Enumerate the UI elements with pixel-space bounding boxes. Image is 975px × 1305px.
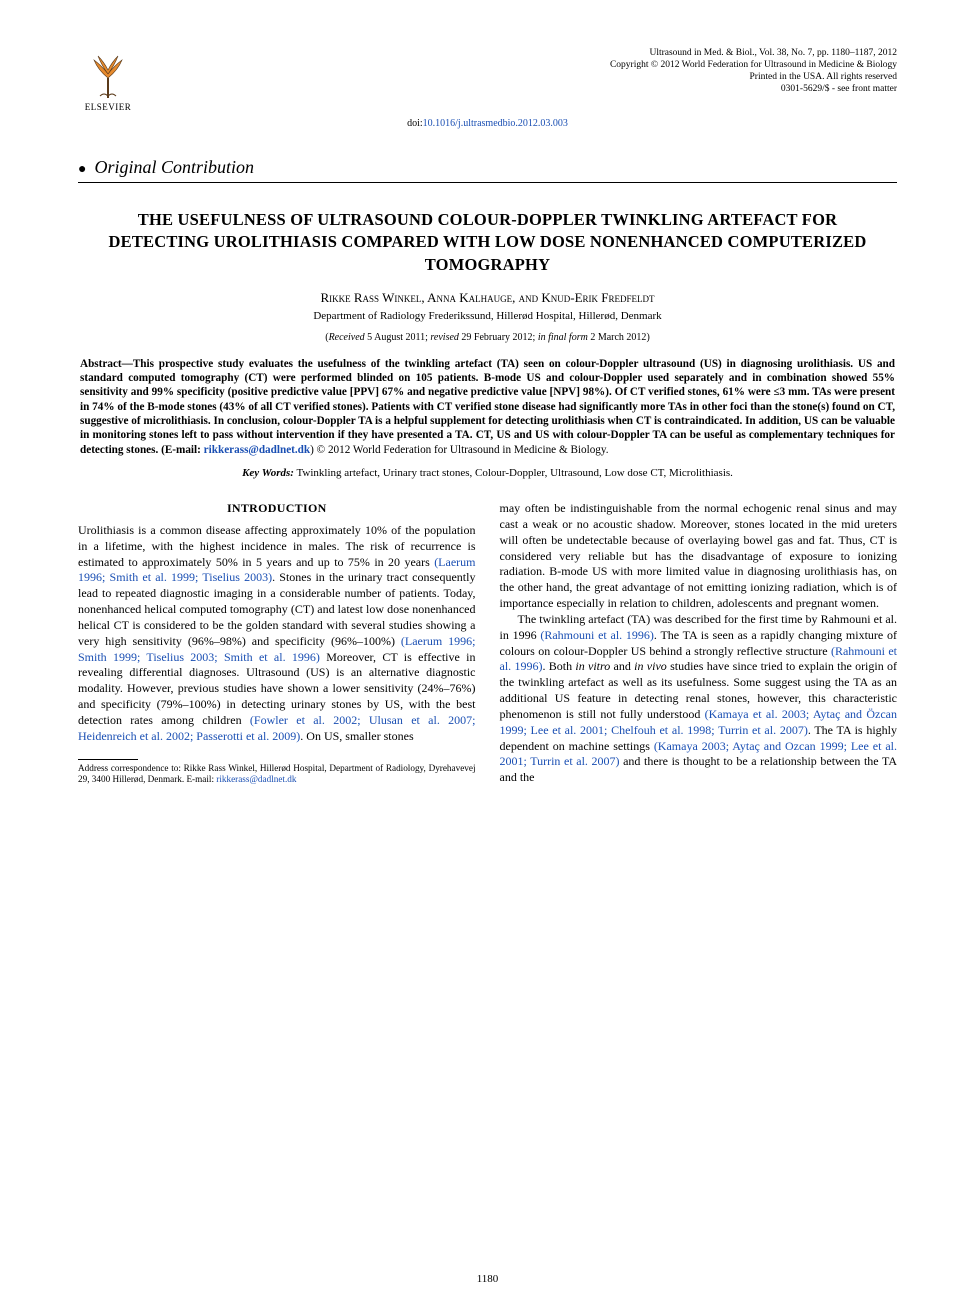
abstract-body: This prospective study evaluates the use… [80,358,895,456]
keywords-text: Twinkling artefact, Urinary tract stones… [294,467,733,479]
received-date: 5 August 2011 [367,332,425,343]
keywords-label: Key Words: [242,467,294,479]
intro-heading: INTRODUCTION [78,501,476,517]
publisher-logo-block: ELSEVIER [78,48,138,112]
final-label: in final form [538,332,588,343]
citation-block: Ultrasound in Med. & Biol., Vol. 38, No.… [610,48,897,96]
article-title: THE USEFULNESS OF ULTRASOUND COLOUR-DOPP… [78,209,897,276]
body-text: . On US, smaller stones [300,729,413,743]
revised-label: revised [430,332,459,343]
header-row: ELSEVIER Ultrasound in Med. & Biol., Vol… [78,48,897,112]
citation-link[interactable]: (Rahmouni et al. 1996) [540,628,654,642]
keywords-line: Key Words: Twinkling artefact, Urinary t… [78,467,897,479]
body-columns: INTRODUCTION Urolithiasis is a common di… [78,501,897,786]
section-rule [78,182,897,183]
abstract-prefix: Abstract— [80,358,133,370]
body-paragraph: Urolithiasis is a common disease affecti… [78,523,476,745]
body-paragraph: may often be indistinguishable from the … [500,501,898,612]
final-date: 2 March 2012 [590,332,646,343]
affiliation-line: Department of Radiology Frederikssund, H… [78,310,897,322]
citation-line: Printed in the USA. All rights reserved [610,72,897,84]
doi-link[interactable]: 10.1016/j.ultrasmedbio.2012.03.003 [423,118,568,129]
body-paragraph: The twinkling artefact (TA) was describe… [500,612,898,786]
citation-line: Copyright © 2012 World Federation for Ul… [610,60,897,72]
body-text: . Both [542,659,575,673]
publisher-name: ELSEVIER [85,102,132,112]
column-left: INTRODUCTION Urolithiasis is a common di… [78,501,476,786]
column-right: may often be indistinguishable from the … [500,501,898,786]
body-text: and [610,659,634,673]
page-number: 1180 [0,1273,975,1285]
authors-line: Rikke Rass Winkel, Anna Kalhauge, and Kn… [78,290,897,306]
correspondence-email-link[interactable]: rikkerass@dadlnet.dk [216,774,296,784]
doi-row: doi:10.1016/j.ultrasmedbio.2012.03.003 [78,118,897,129]
doi-label: doi: [407,118,423,129]
abstract-email-link[interactable]: rikkerass@dadlnet.dk [204,444,310,456]
italic-term: in vitro [575,659,610,673]
citation-line: Ultrasound in Med. & Biol., Vol. 38, No.… [610,48,897,60]
italic-term: in vivo [634,659,667,673]
dates-line: (Received 5 August 2011; revised 29 Febr… [78,332,897,343]
correspondence-separator [78,759,138,760]
correspondence-block: Address correspondence to: Rikke Rass Wi… [78,763,476,786]
section-type-label: Original Contribution [78,157,897,178]
abstract-copyright: ) © 2012 World Federation for Ultrasound… [310,444,608,456]
citation-line: 0301-5629/$ - see front matter [610,84,897,96]
abstract-block: Abstract—This prospective study evaluate… [78,357,897,457]
body-text: Urolithiasis is a common disease affecti… [78,523,476,569]
elsevier-tree-icon [84,48,132,100]
received-label: Received [329,332,365,343]
revised-date: 29 February 2012 [461,332,532,343]
